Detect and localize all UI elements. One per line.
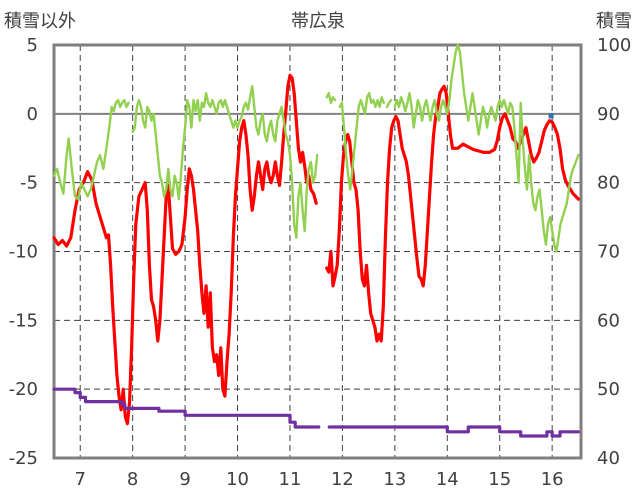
series-line-3 [52, 387, 321, 429]
y-right-tick-label: 100 [597, 35, 631, 56]
y-right-tick-label: 70 [597, 242, 620, 263]
y-right-axis-title: 積雪 [596, 11, 632, 32]
y-left-tick-label: -20 [9, 379, 38, 400]
y-right-tick-label: 40 [597, 448, 620, 469]
x-tick-label: 7 [74, 469, 85, 490]
x-tick-label: 11 [279, 469, 302, 490]
x-tick-label: 13 [383, 469, 406, 490]
y-left-tick-label: -15 [9, 310, 38, 331]
y-left-tick-label: -10 [9, 242, 38, 263]
x-tick-label: 14 [436, 469, 459, 490]
plot-frame [52, 43, 583, 460]
x-tick-label: 10 [226, 469, 249, 490]
tick-labels: 7 8 9 10 11 12 13 14 15 1650-5-10-15-20-251009080… [9, 35, 632, 490]
y-right-tick-label: 50 [597, 379, 620, 400]
x-tick-label: 8 [127, 469, 138, 490]
series-line-2 [385, 98, 393, 109]
data-marker [548, 113, 554, 119]
x-tick-label: 9 [179, 469, 190, 490]
series-line-2 [393, 43, 580, 253]
y-left-tick-label: -25 [9, 448, 38, 469]
series-line-2 [325, 92, 337, 104]
series-line-3 [327, 425, 580, 438]
chart-title: 帯広泉 [291, 11, 345, 32]
x-tick-label: 12 [331, 469, 354, 490]
series-line-2 [338, 92, 385, 191]
y-left-tick-label: -5 [20, 173, 38, 194]
y-left-tick-label: 0 [27, 104, 38, 125]
series-line-1 [325, 84, 580, 343]
y-left-tick-label: 5 [27, 35, 38, 56]
y-right-tick-label: 60 [597, 310, 620, 331]
x-tick-label: 16 [541, 469, 564, 490]
series-line-1 [52, 73, 318, 426]
series-line-2 [52, 98, 130, 201]
series-layer [52, 43, 580, 438]
y-left-axis-title: 積雪以外 [4, 11, 76, 32]
series-line-2 [131, 85, 319, 239]
plot-border [52, 43, 583, 460]
x-tick-label: 15 [488, 469, 511, 490]
y-right-tick-label: 80 [597, 173, 620, 194]
y-right-tick-label: 90 [597, 104, 620, 125]
